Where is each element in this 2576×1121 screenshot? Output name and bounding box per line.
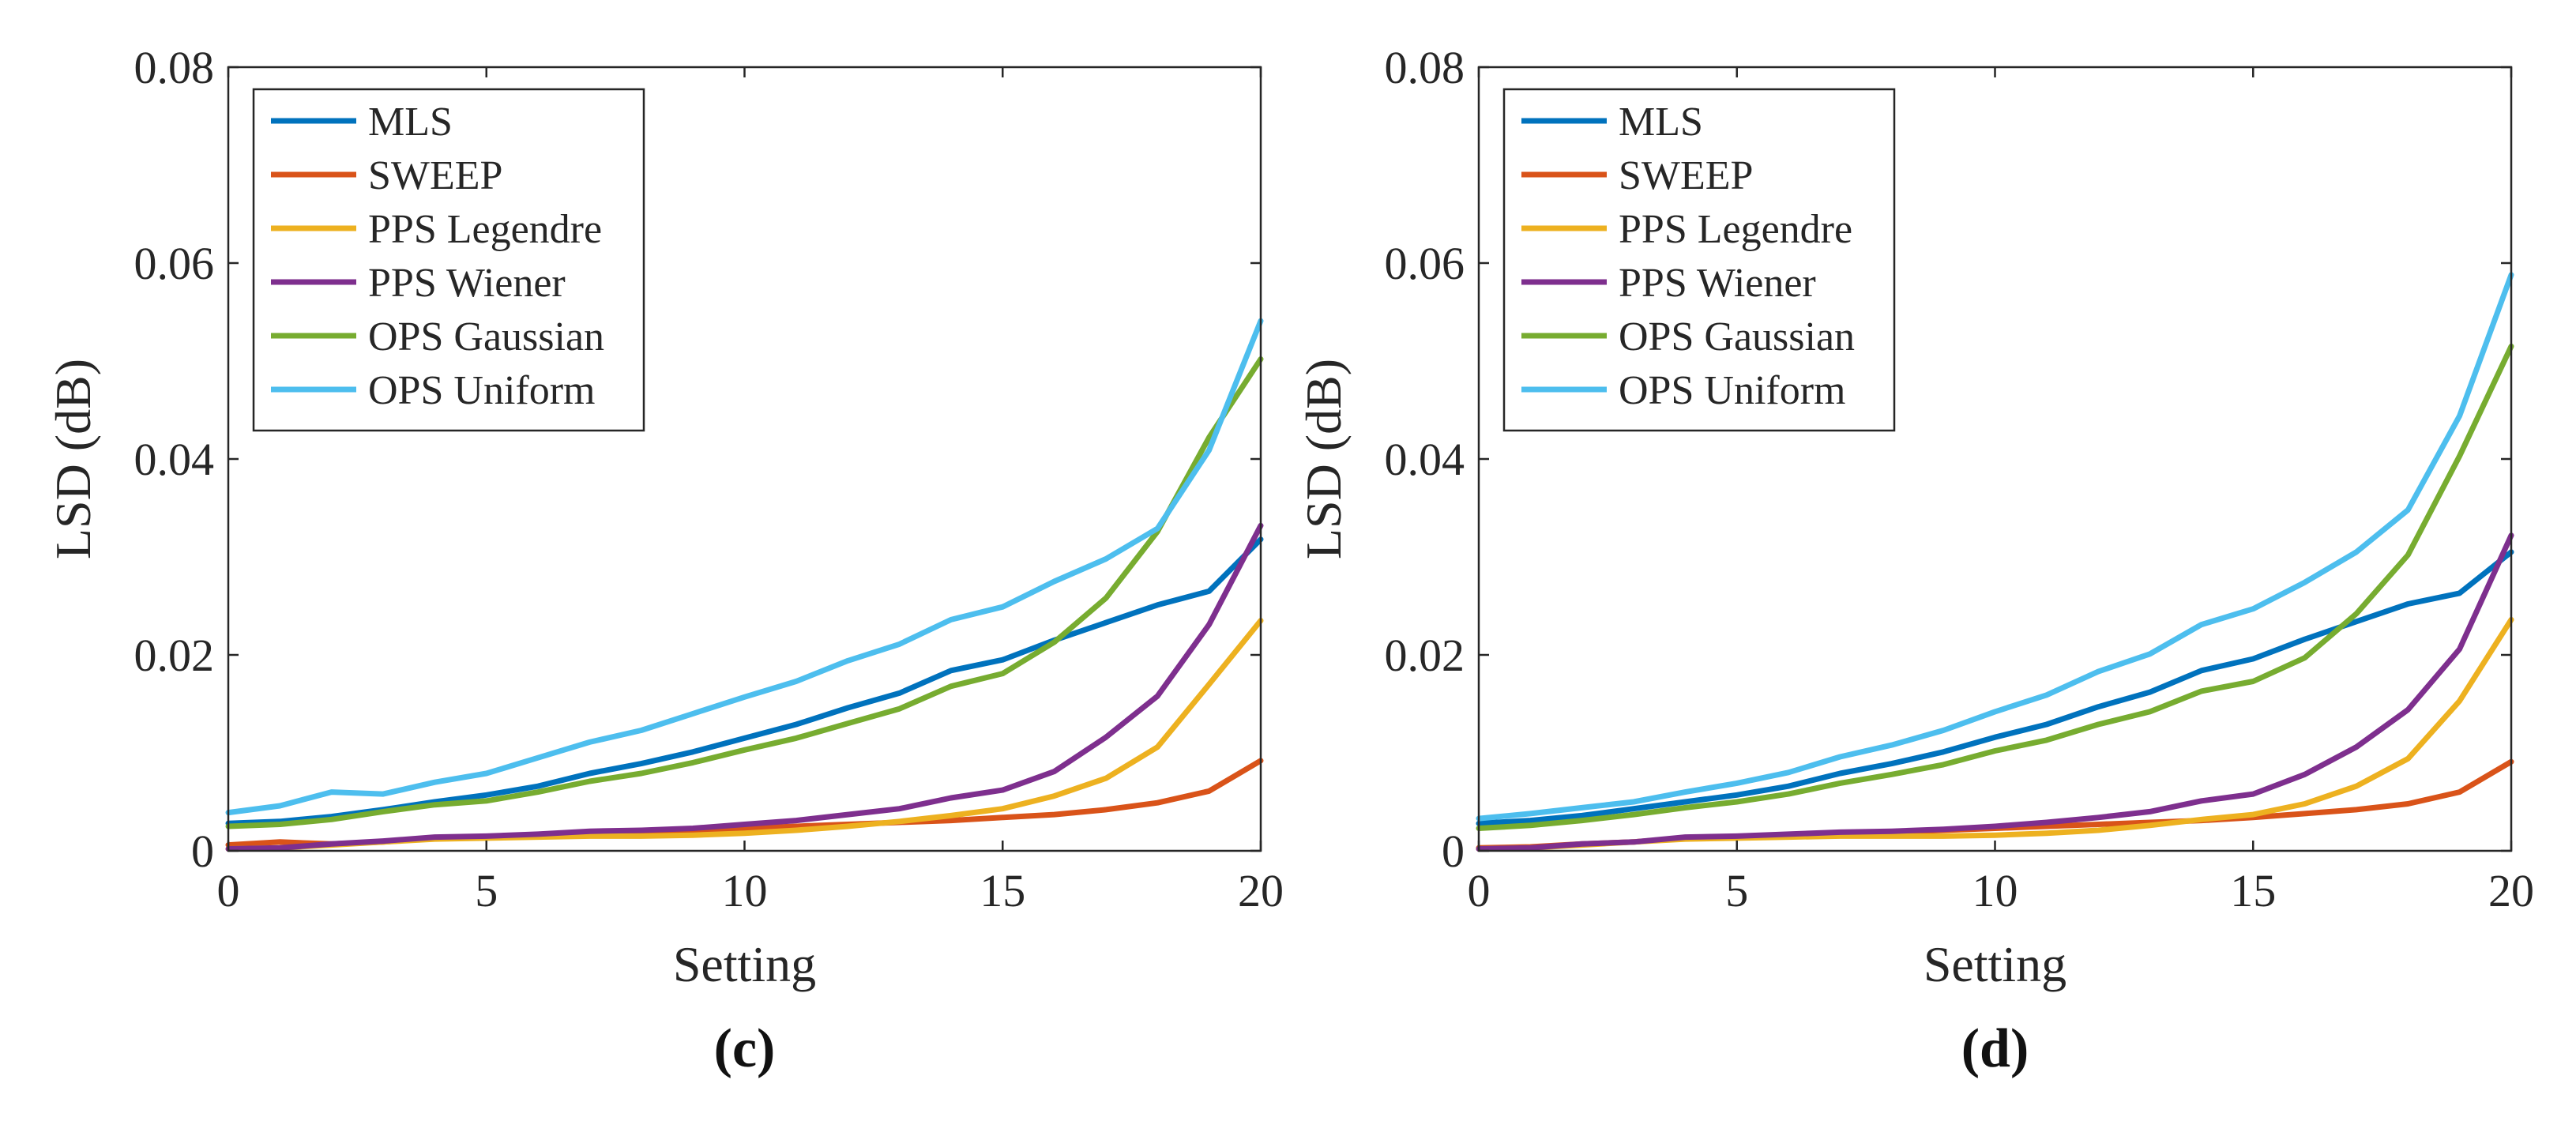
x-tick-label: 0 [1468,865,1491,916]
legend-label: PPS Wiener [368,261,566,306]
y-tick-label: 0 [1442,826,1465,877]
y-tick-label: 0.08 [1385,42,1465,93]
x-tick-label: 15 [2230,865,2276,916]
panel-c: 0 5 10 15 20 0 0.02 0.04 0.06 0.08 Setting LSD (dB)… [45,42,1284,1079]
series-line-ops-uniform [1476,272,2514,822]
legend-box [1502,88,1896,432]
legend-label: PPS Wiener [1619,261,1816,306]
legend-box [252,88,645,432]
x-tick-label: 10 [1972,865,2018,916]
y-tick-label: 0.04 [134,434,215,485]
legend-label: OPS Gaussian [1619,314,1855,359]
x-tick-label: 5 [475,865,498,916]
legend-label: PPS Legendre [368,207,602,252]
y-axis-label: LSD (dB) [1296,359,1352,559]
series-line-ops-gaussian [1476,343,2514,831]
y-tick-label: 0 [191,826,214,877]
legend: MLS SWEEP PPS Legendre PPS Wiener OPS Gaussi… [1502,88,1896,432]
panel-d: 0 5 10 15 20 0 0.02 0.04 0.06 0.08 Setting LSD (dB)… [1296,42,2534,1079]
series-line-ops-uniform [225,318,1264,816]
x-tick-label: 5 [1725,865,1748,916]
legend-label: OPS Uniform [368,368,595,413]
legend-label: MLS [368,100,453,145]
y-axis-label: LSD (dB) [45,359,101,559]
x-tick-label: 10 [722,865,768,916]
y-tick-label: 0.04 [1385,434,1465,485]
legend-label: PPS Legendre [1619,207,1852,252]
panel-caption: (d) [1961,1018,2029,1079]
panel-caption: (c) [714,1018,776,1079]
legend-label: SWEEP [368,153,502,198]
series-line-pps-wiener [1476,532,2514,852]
y-tick-label: 0.02 [1385,630,1465,681]
x-tick-label: 0 [217,865,240,916]
legend-label: SWEEP [1619,153,1753,198]
y-tick-label: 0.06 [1385,238,1465,289]
series-line-pps-wiener [225,522,1264,852]
x-tick-label: 20 [1238,865,1284,916]
x-axis-label: Setting [1924,936,2066,992]
legend-label: OPS Gaussian [368,314,604,359]
legend: MLS SWEEP PPS Legendre PPS Wiener OPS Gaussi… [252,88,645,432]
y-tick-label: 0.08 [134,42,215,93]
x-axis-label: Setting [673,936,816,992]
legend-label: OPS Uniform [1619,368,1845,413]
y-tick-label: 0.06 [134,238,215,289]
x-tick-label: 15 [980,865,1025,916]
series-line-ops-gaussian [225,356,1264,829]
legend-label: MLS [1619,100,1703,145]
y-tick-label: 0.02 [134,630,215,681]
x-tick-label: 20 [2488,865,2534,916]
